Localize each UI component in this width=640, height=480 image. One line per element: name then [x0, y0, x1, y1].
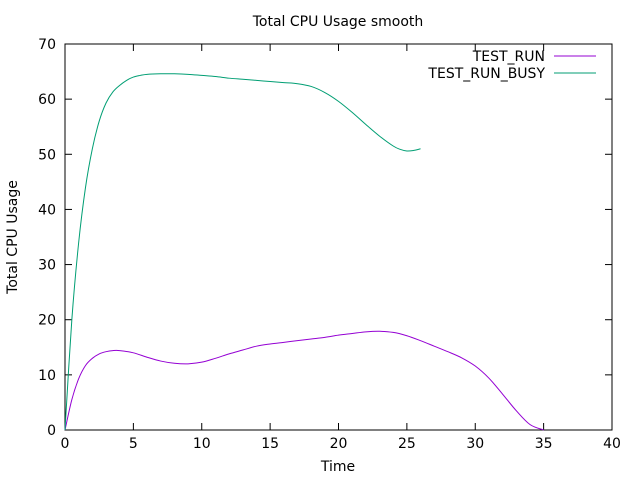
y-axis: 0 10 20 30 40 50 60 70: [38, 37, 612, 439]
x-tick-label: 0: [61, 436, 70, 452]
y-tick-label: 20: [38, 313, 56, 329]
x-tick-label: 40: [603, 436, 621, 452]
x-tick-label: 5: [129, 436, 138, 452]
legend-label: TEST_RUN_BUSY: [427, 66, 545, 82]
x-tick-label: 10: [193, 436, 211, 452]
x-tick-label: 25: [398, 436, 416, 452]
series-line: [64, 73, 421, 431]
chart-title: Total CPU Usage smooth: [252, 14, 424, 30]
y-tick-label: 50: [38, 147, 56, 163]
x-tick-label: 30: [466, 436, 484, 452]
y-tick-label: 40: [38, 202, 56, 218]
x-tick-label: 15: [261, 436, 279, 452]
legend-label: TEST_RUN: [472, 49, 545, 65]
x-tick-label: 35: [535, 436, 553, 452]
y-tick-label: 60: [38, 92, 56, 108]
x-tick-label: 20: [330, 436, 348, 452]
x-axis-label: Time: [320, 459, 355, 475]
y-tick-label: 30: [38, 258, 56, 274]
y-tick-label: 70: [38, 37, 56, 53]
y-tick-label: 10: [38, 368, 56, 384]
y-axis-label: Total CPU Usage: [5, 180, 21, 295]
series-line: [64, 330, 544, 431]
x-axis: 0 5 10 15 20 25 30 35 40: [61, 44, 621, 452]
series-layer: [64, 73, 544, 431]
y-tick-label: 0: [47, 423, 56, 439]
